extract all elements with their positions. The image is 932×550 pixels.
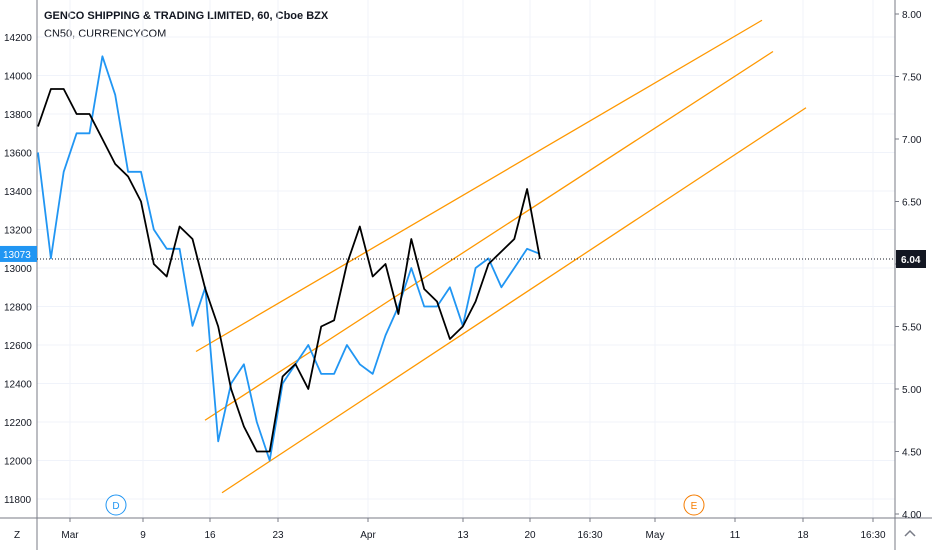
chart-title: GENCO SHIPPING & TRADING LIMITED, 60, Cb… <box>44 10 329 22</box>
right-tick-label: 5.50 <box>902 323 922 334</box>
time-tick-label: 23 <box>272 530 284 541</box>
left-tick-label: 12600 <box>4 341 32 352</box>
channel-line-2 <box>204 50 774 421</box>
left-tick-label: 14200 <box>4 33 32 44</box>
left-current-label: 13073 <box>3 250 31 261</box>
time-tick-label: Apr <box>360 530 376 541</box>
left-tick-label: 12000 <box>4 457 32 468</box>
left-tick-label: 13600 <box>4 149 32 160</box>
right-current-label: 6.04 <box>901 255 921 266</box>
series-gnk-line <box>37 88 541 453</box>
right-tick-label: 5.00 <box>902 385 922 396</box>
left-price-axis[interactable]: 14200 14000 13800 13600 13400 13200 13000 12800… <box>0 33 37 506</box>
time-tick-label: 16 <box>204 530 216 541</box>
series-cn50-line <box>37 55 541 462</box>
right-tick-label: 8.00 <box>902 10 922 21</box>
channel-line-3 <box>221 107 807 494</box>
time-axis[interactable]: Mar 9 16 23 Apr 13 20 16:30 May 11 18 16:30 Z <box>14 518 916 541</box>
event-marker-e: E <box>683 494 705 516</box>
chevron-up-icon <box>904 529 916 537</box>
left-tick-label: 13000 <box>4 264 32 275</box>
right-tick-label: 7.00 <box>902 135 922 146</box>
time-tick-label: 16:30 <box>577 530 602 541</box>
event-marker-label: D <box>112 501 119 512</box>
right-current-badge <box>896 250 926 268</box>
time-tick-label: 9 <box>140 530 146 541</box>
right-tick-label: 4.50 <box>902 448 922 459</box>
left-tick-label: 11800 <box>4 495 32 506</box>
time-tick-label: 13 <box>457 530 469 541</box>
time-tick-label: 11 <box>730 530 741 541</box>
time-tick-label: 18 <box>797 530 809 541</box>
left-tick-label: 12800 <box>4 303 32 314</box>
channel-line-1 <box>195 19 763 353</box>
time-tick-label: 20 <box>524 530 536 541</box>
event-marker-d: D <box>105 494 127 516</box>
event-marker-label: E <box>691 501 698 512</box>
right-tick-label: 7.50 <box>902 73 922 84</box>
left-tick-label: 13400 <box>4 187 32 198</box>
left-tick-label: 12200 <box>4 418 32 429</box>
right-tick-label: 6.50 <box>902 198 922 209</box>
series-gnk <box>37 88 541 453</box>
time-tick-label: 16:30 <box>860 530 885 541</box>
zoom-label: Z <box>14 530 20 541</box>
time-tick-label: Mar <box>61 530 79 541</box>
time-tick-label: May <box>646 530 665 541</box>
left-tick-label: 12400 <box>4 380 32 391</box>
series-cn50 <box>37 55 541 462</box>
left-tick-label: 13800 <box>4 110 32 121</box>
left-tick-label: 14000 <box>4 72 32 83</box>
left-current-badge <box>0 245 37 262</box>
right-price-axis[interactable]: 8.007.507.006.506.005.505.004.504.006.04 <box>895 10 926 521</box>
right-tick-label: 4.00 <box>902 510 922 521</box>
left-tick-label: 13200 <box>4 226 32 237</box>
